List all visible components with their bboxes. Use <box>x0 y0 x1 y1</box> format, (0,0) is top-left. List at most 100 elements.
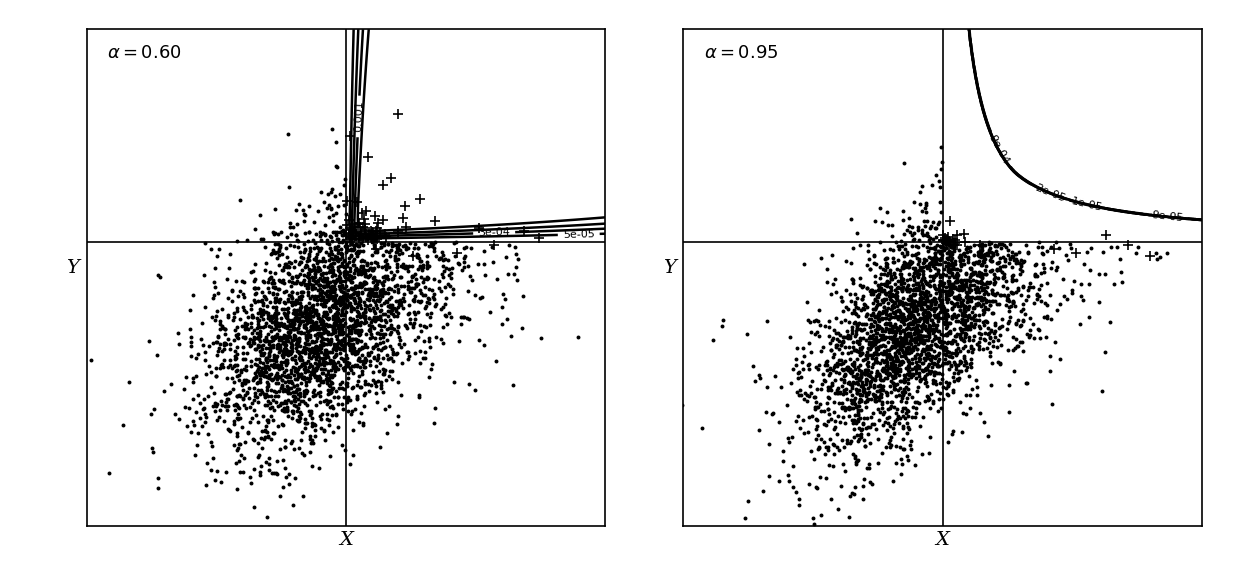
Point <box>976 270 996 279</box>
Point <box>823 335 843 345</box>
Point <box>857 366 877 375</box>
Point <box>221 355 240 364</box>
Point <box>833 399 852 408</box>
Point <box>921 259 940 268</box>
Point <box>252 309 271 318</box>
Point <box>304 337 323 346</box>
Point <box>321 387 341 397</box>
Point <box>937 377 957 387</box>
Point <box>955 237 975 246</box>
Point <box>847 311 867 321</box>
Point <box>930 342 950 352</box>
Point <box>919 272 939 281</box>
Point <box>435 311 455 320</box>
Point <box>841 296 861 305</box>
Point <box>1005 250 1025 259</box>
Point <box>290 318 310 327</box>
Point <box>191 413 211 423</box>
Point <box>881 402 901 411</box>
Point <box>296 359 316 368</box>
Point <box>323 404 343 413</box>
Point <box>949 294 969 303</box>
Point <box>943 287 963 297</box>
Point <box>865 325 885 334</box>
Point <box>916 307 935 316</box>
Point <box>313 197 333 207</box>
Point <box>321 306 341 315</box>
Point <box>264 282 284 291</box>
Point <box>877 373 897 383</box>
Point <box>304 311 323 320</box>
Point <box>258 379 278 388</box>
Point <box>860 459 880 468</box>
Point <box>359 326 379 336</box>
Point <box>835 343 855 352</box>
Point <box>313 334 333 343</box>
Point <box>923 272 943 281</box>
Point <box>281 376 301 385</box>
Point <box>274 276 294 285</box>
Point <box>316 349 336 359</box>
Point <box>940 216 960 225</box>
Point <box>309 313 328 322</box>
Point <box>250 374 270 384</box>
Point <box>295 364 315 374</box>
Point <box>364 244 384 253</box>
Point <box>932 298 952 307</box>
Point <box>935 236 955 245</box>
Point <box>299 284 318 293</box>
Point <box>933 374 953 383</box>
Point <box>944 284 964 293</box>
Point <box>325 339 344 349</box>
Point <box>850 273 870 282</box>
Point <box>270 260 290 270</box>
Point <box>281 273 301 283</box>
Point <box>1026 270 1046 279</box>
Point <box>871 334 891 343</box>
Point <box>849 405 869 415</box>
Point <box>342 245 362 254</box>
Point <box>850 339 870 349</box>
Point <box>330 336 349 346</box>
Point <box>857 394 877 404</box>
Point <box>987 342 1007 352</box>
Point <box>265 283 285 292</box>
Point <box>363 343 383 353</box>
Point <box>181 352 201 361</box>
Point <box>313 301 333 310</box>
Point <box>332 231 352 240</box>
Point <box>183 373 203 383</box>
Point <box>359 326 379 335</box>
Point <box>411 326 431 335</box>
Point <box>923 254 943 263</box>
Point <box>305 308 325 318</box>
Point <box>292 266 312 275</box>
Point <box>228 443 248 453</box>
Point <box>893 313 913 322</box>
Point <box>214 339 234 348</box>
Point <box>914 257 934 266</box>
Point <box>859 255 878 264</box>
Point <box>437 320 457 329</box>
Point <box>918 327 938 336</box>
Point <box>292 449 312 458</box>
Point <box>366 298 385 307</box>
Point <box>960 280 980 290</box>
Point <box>961 269 981 279</box>
Point <box>327 253 347 262</box>
Point <box>911 299 930 308</box>
Point <box>254 305 274 314</box>
Point <box>937 238 957 248</box>
Point <box>301 346 321 355</box>
Point <box>269 244 289 253</box>
Point <box>760 471 779 480</box>
Point <box>332 325 352 334</box>
Point <box>389 243 409 252</box>
Point <box>414 336 434 346</box>
Point <box>326 319 346 328</box>
Point <box>877 253 897 262</box>
Point <box>235 354 255 363</box>
Point <box>810 434 830 444</box>
Point <box>250 350 270 360</box>
Point <box>904 263 924 273</box>
